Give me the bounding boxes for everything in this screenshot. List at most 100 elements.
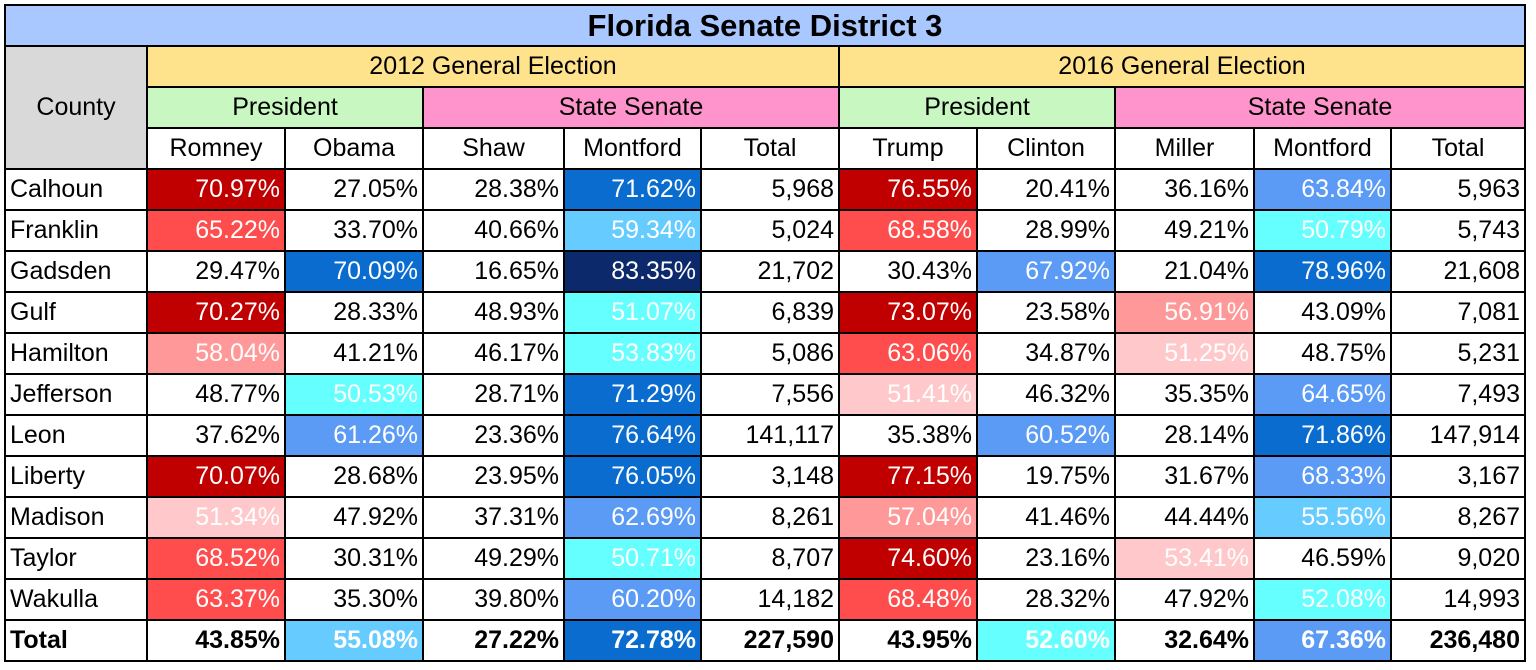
value-cell: 21,702 [700, 250, 840, 293]
value-cell: 47.92% [284, 496, 424, 539]
county-name: Calhoun [4, 168, 148, 211]
value-cell: 3,148 [700, 455, 840, 498]
value-cell: 14,993 [1390, 578, 1526, 621]
value-cell: 68.48% [838, 578, 978, 621]
office-header: State Senate [1114, 86, 1526, 129]
value-cell: 5,231 [1390, 332, 1526, 375]
election-header: 2016 General Election [838, 45, 1526, 88]
table-row: Liberty 70.07% 28.68% 23.95% 76.05% 3,148 77.1… [4, 455, 1526, 498]
county-name: Liberty [4, 455, 148, 498]
value-cell: 23.95% [422, 455, 565, 498]
county-name: Jefferson [4, 373, 148, 416]
candidate-header: Miller [1114, 127, 1255, 170]
value-cell: 60.52% [976, 414, 1116, 457]
value-cell: 7,081 [1390, 291, 1526, 334]
value-cell: 21,608 [1390, 250, 1526, 293]
value-cell: 41.46% [976, 496, 1116, 539]
value-cell: 76.55% [838, 168, 978, 211]
table-row: Gulf 70.27% 28.33% 48.93% 51.07% 6,839 73.07% 2… [4, 291, 1526, 334]
election-header-row: County 2012 General Election 2016 General… [4, 45, 1526, 170]
value-cell: 63.84% [1253, 168, 1392, 211]
value-cell: 51.41% [838, 373, 978, 416]
value-cell: 49.29% [422, 537, 565, 580]
candidate-header: Montford [563, 127, 702, 170]
value-cell: 41.21% [284, 332, 424, 375]
candidate-header: Montford [1253, 127, 1392, 170]
total-row: Total 43.85% 55.08% 27.22% 72.78% 227,590 43.9… [4, 619, 1526, 662]
value-cell: 50.79% [1253, 209, 1392, 252]
value-cell: 51.34% [146, 496, 286, 539]
county-header: County [4, 45, 148, 170]
table-row: Wakulla 63.37% 35.30% 39.80% 60.20% 14,182 68.… [4, 578, 1526, 621]
value-cell: 35.35% [1114, 373, 1255, 416]
value-cell: 5,024 [700, 209, 840, 252]
value-cell: 46.32% [976, 373, 1116, 416]
value-cell: 32.64% [1114, 619, 1255, 662]
table-body: Calhoun 70.97% 27.05% 28.38% 71.62% 5,968 76.5… [4, 168, 1526, 662]
value-cell: 23.36% [422, 414, 565, 457]
value-cell: 58.04% [146, 332, 286, 375]
value-cell: 70.97% [146, 168, 286, 211]
value-cell: 49.21% [1114, 209, 1255, 252]
value-cell: 67.36% [1253, 619, 1392, 662]
value-cell: 46.17% [422, 332, 565, 375]
value-cell: 60.20% [563, 578, 702, 621]
value-cell: 48.77% [146, 373, 286, 416]
value-cell: 5,743 [1390, 209, 1526, 252]
value-cell: 51.25% [1114, 332, 1255, 375]
value-cell: 62.69% [563, 496, 702, 539]
value-cell: 29.47% [146, 250, 286, 293]
value-cell: 55.56% [1253, 496, 1392, 539]
value-cell: 68.52% [146, 537, 286, 580]
value-cell: 16.65% [422, 250, 565, 293]
value-cell: 53.83% [563, 332, 702, 375]
value-cell: 72.78% [563, 619, 702, 662]
value-cell: 70.27% [146, 291, 286, 334]
candidate-header: Shaw [422, 127, 565, 170]
value-cell: 63.06% [838, 332, 978, 375]
value-cell: 8,707 [700, 537, 840, 580]
value-cell: 19.75% [976, 455, 1116, 498]
value-cell: 8,261 [700, 496, 840, 539]
value-cell: 5,086 [700, 332, 840, 375]
value-cell: 83.35% [563, 250, 702, 293]
value-cell: 53.41% [1114, 537, 1255, 580]
value-cell: 44.44% [1114, 496, 1255, 539]
table-row: Franklin 65.22% 33.70% 40.66% 59.34% 5,024 68.… [4, 209, 1526, 252]
value-cell: 40.66% [422, 209, 565, 252]
value-cell: 27.22% [422, 619, 565, 662]
value-cell: 141,117 [700, 414, 840, 457]
value-cell: 23.58% [976, 291, 1116, 334]
table-row: Jefferson 48.77% 50.53% 28.71% 71.29% 7,556 51… [4, 373, 1526, 416]
value-cell: 20.41% [976, 168, 1116, 211]
value-cell: 71.29% [563, 373, 702, 416]
value-cell: 28.38% [422, 168, 565, 211]
value-cell: 28.99% [976, 209, 1116, 252]
value-cell: 68.33% [1253, 455, 1392, 498]
table-row: Gadsden 29.47% 70.09% 16.65% 83.35% 21,702 30.… [4, 250, 1526, 293]
value-cell: 5,968 [700, 168, 840, 211]
value-cell: 65.22% [146, 209, 286, 252]
value-cell: 46.59% [1253, 537, 1392, 580]
county-name: Madison [4, 496, 148, 539]
value-cell: 31.67% [1114, 455, 1255, 498]
office-header-row: President State Senate President State Sena… [5, 86, 1526, 129]
table-row: Madison 51.34% 47.92% 37.31% 62.69% 8,261 57.0… [4, 496, 1526, 539]
candidate-header: Obama [284, 127, 424, 170]
table-row: Leon 37.62% 61.26% 23.36% 76.64% 141,117 35.38… [4, 414, 1526, 457]
value-cell: 43.95% [838, 619, 978, 662]
table-title: Florida Senate District 3 [4, 4, 1526, 47]
value-cell: 63.37% [146, 578, 286, 621]
value-cell: 35.30% [284, 578, 424, 621]
value-cell: 14,182 [700, 578, 840, 621]
county-name: Leon [4, 414, 148, 457]
value-cell: 5,963 [1390, 168, 1526, 211]
value-cell: 76.05% [563, 455, 702, 498]
value-cell: 61.26% [284, 414, 424, 457]
candidate-header: Total [1390, 127, 1526, 170]
value-cell: 28.71% [422, 373, 565, 416]
value-cell: 64.65% [1253, 373, 1392, 416]
candidate-header-row: Romney Obama Shaw Montford Total Trump Clinton… [5, 127, 1526, 170]
candidate-header: Trump [838, 127, 978, 170]
value-cell: 21.04% [1114, 250, 1255, 293]
